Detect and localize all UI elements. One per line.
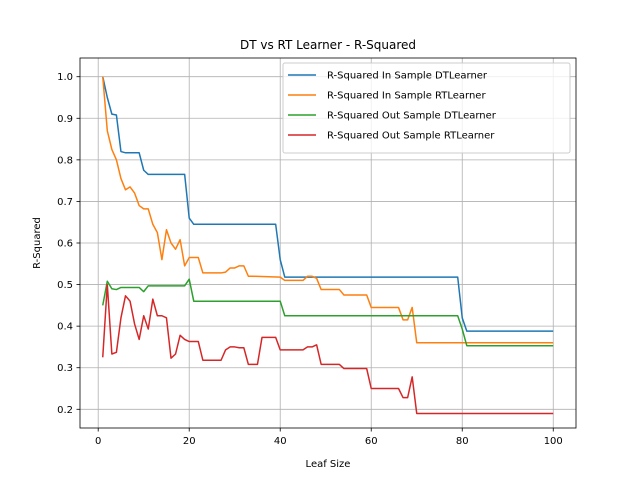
legend-box (282, 62, 571, 154)
series-layer (102, 76, 554, 415)
legend-label-4: R-Squared Out Sample RTLearner (327, 131, 495, 142)
x-tick-label: 80 (456, 436, 469, 447)
y-tick-label: 0.2 (57, 405, 73, 416)
x-tick-label: 40 (274, 436, 287, 447)
legend-label-1: R-Squared In Sample DTLearner (327, 71, 488, 82)
y-tick-label: 0.7 (57, 197, 73, 208)
chart-title: DT vs RT Learner - R-Squared (240, 38, 416, 52)
x-axis-label: Leaf Size (306, 459, 351, 470)
y-tick-label: 0.3 (57, 363, 73, 374)
legend-label-2: R-Squared In Sample RTLearner (327, 91, 486, 102)
y-tick-label: 0.6 (57, 239, 73, 250)
y-axis-label: R-Squared (32, 217, 43, 269)
series-line-3 (102, 278, 554, 347)
x-tick-label: 60 (365, 436, 378, 447)
x-tick-label: 20 (183, 436, 196, 447)
y-tick-label: 0.9 (57, 114, 73, 125)
series-line-1 (102, 76, 554, 332)
legend-label-3: R-Squared Out Sample DTLearner (327, 111, 497, 122)
legend: R-Squared In Sample DTLearner R-Squared I… (282, 62, 571, 154)
y-axis: 0.2 0.3 0.4 0.5 0.6 0.7 0.8 0.9 1.0 (57, 72, 80, 416)
x-axis: 0 20 40 60 80 100 (95, 428, 563, 447)
series-line-2 (102, 76, 554, 344)
y-tick-label: 0.5 (57, 280, 73, 291)
y-tick-label: 0.4 (57, 322, 73, 333)
x-tick-label: 100 (544, 436, 563, 447)
y-tick-label: 1.0 (57, 72, 73, 83)
series-line-4 (102, 283, 554, 415)
y-tick-label: 0.8 (57, 155, 73, 166)
x-tick-label: 0 (95, 436, 101, 447)
